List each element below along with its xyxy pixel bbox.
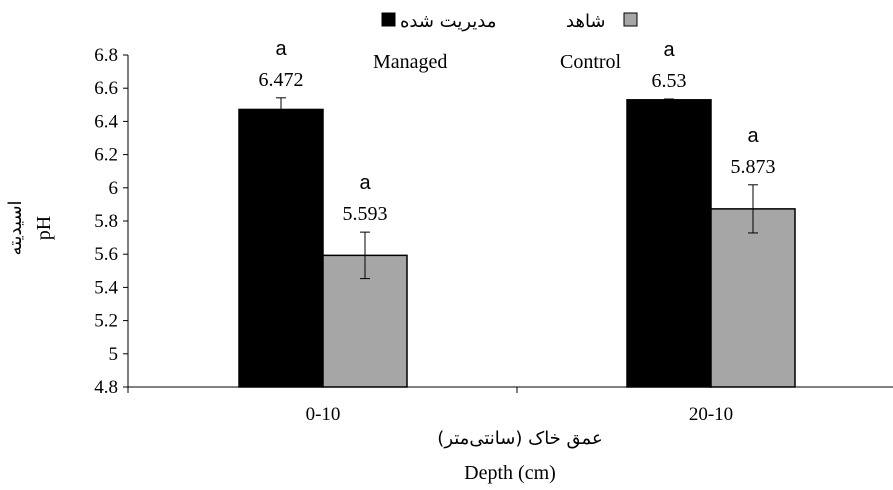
y-tick-label: 5 [109,344,119,365]
x-tick-label: 20-10 [689,404,733,425]
significance-letter: a [359,172,371,194]
legend-swatch-managed [381,12,396,27]
legend-swatch-control [623,12,638,27]
legend-label-managed-fa: مدیریت شده [400,11,496,32]
legend: مدیریت شده Managed شاهد Control [373,11,638,73]
significance-letter: a [747,125,759,147]
data-label: 6.472 [259,69,304,91]
bar-control [710,208,796,388]
y-axis-title-fa: اسیدیته [5,200,26,255]
significance-letter: a [275,38,287,60]
y-tick-label: 6.4 [94,111,118,132]
y-tick-label: 6.2 [94,145,118,166]
bar-managed [626,99,712,388]
legend-label-managed: Managed [373,51,447,73]
y-tick-label: 6.8 [94,45,118,66]
data-label: 5.593 [343,203,388,225]
x-axis-title-fa: عمق خاک (سانتی‌متر) [437,428,602,449]
y-tick-label: 5.8 [94,211,118,232]
data-label: 5.873 [731,156,776,178]
y-axis-title: pH [33,216,55,240]
data-label: 6.53 [652,70,687,92]
legend-label-control-fa: شاهد [566,11,606,32]
y-tick-label: 5.4 [94,277,118,298]
y-tick-label: 4.8 [94,377,118,398]
y-tick-label: 5.6 [94,244,118,265]
x-tick-label: 0-10 [306,404,341,425]
y-tick-label: 5.2 [94,311,118,332]
bar-managed [238,108,324,388]
y-tick-label: 6.6 [94,78,118,99]
significance-letter: a [663,39,675,61]
legend-label-control: Control [560,51,622,73]
y-tick-label: 6 [109,178,119,199]
x-axis-title: Depth (cm) [464,462,556,484]
